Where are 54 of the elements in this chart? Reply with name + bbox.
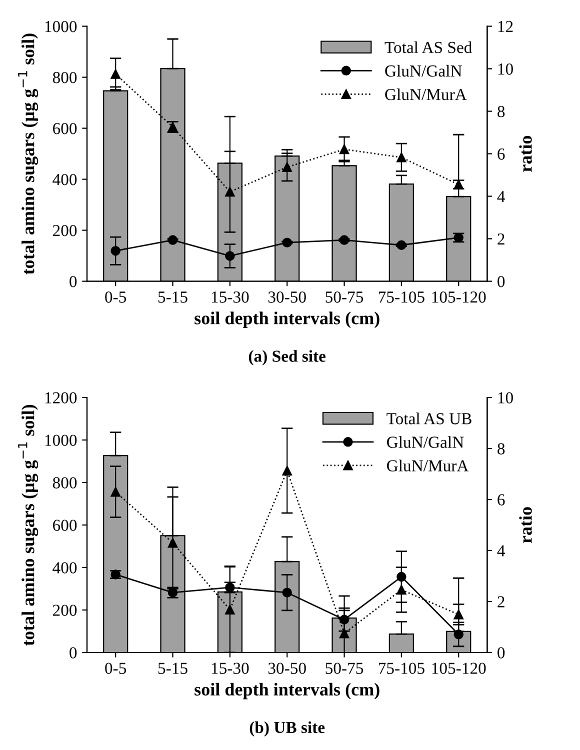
y2-tick-label: 12 — [498, 20, 513, 32]
y-tick-label: 200 — [53, 604, 77, 616]
y2-tick-label: 4 — [497, 545, 505, 556]
y2-tick-label: 0 — [498, 647, 505, 658]
x-tick-label: 0-5 — [105, 291, 126, 303]
legend-label: GluN/GalN — [385, 64, 462, 77]
y2-axis-title: ratio — [519, 136, 532, 172]
legend-label: GluN/MurA — [385, 88, 467, 100]
x-tick-label: 50-75 — [326, 662, 364, 674]
x-tick-label: 30-50 — [268, 662, 306, 674]
y2-tick-label: 10 — [498, 63, 513, 75]
x-tick-label: 30-50 — [268, 291, 306, 303]
y2-tick-label: 10 — [498, 392, 513, 404]
y-tick-label: 600 — [52, 122, 77, 134]
x-tick-label: 15-30 — [212, 662, 249, 674]
y-axis-title: total amino sugars (µg g$^{−1}$ soil) — [18, 404, 38, 646]
y-tick-label: 0 — [70, 647, 77, 658]
y2-tick-label: 6 — [498, 148, 505, 160]
y-tick-label: 800 — [52, 72, 77, 84]
y2-tick-label: 0 — [498, 276, 505, 288]
x-tick-label: 5-15 — [158, 662, 188, 674]
y2-tick-label: 6 — [498, 494, 505, 506]
y-tick-label: 0 — [70, 276, 77, 288]
x-tick-label: 0-5 — [105, 662, 126, 674]
y2-tick-label: 2 — [498, 596, 504, 608]
y-tick-label: 800 — [52, 477, 77, 488]
y-axis-title: total amino sugars (µg g$^{−1}$ soil) — [18, 34, 38, 274]
text: (a) Sed site — [248, 350, 326, 366]
legend-label: Total AS UB — [386, 412, 472, 424]
y-tick-label: 1200 — [45, 392, 77, 404]
y2-tick-label: 8 — [498, 106, 505, 118]
y-tick-label: 1000 — [45, 20, 77, 32]
x-tick-label: 105-120 — [432, 662, 486, 674]
y2-tick-label: 2 — [498, 233, 504, 245]
legend-label: Total AS Sed — [384, 41, 472, 54]
text: (b) UB site — [250, 721, 325, 736]
x-tick-label: 75-105 — [378, 662, 424, 674]
x-tick-label: 15-30 — [212, 291, 249, 303]
y-tick-label: 1000 — [45, 434, 77, 446]
y-tick-label: 200 — [53, 224, 77, 236]
x-tick-label: 50-75 — [326, 291, 364, 303]
y2-axis-title: ratio — [519, 507, 532, 544]
x-axis-title: soil depth intervals (cm) — [194, 312, 380, 328]
legend-label: GluN/GalN — [387, 436, 464, 448]
x-tick-label: 105-120 — [432, 291, 486, 303]
legend-label: GluN/MurA — [387, 460, 469, 472]
x-tick-label: 75-105 — [378, 291, 424, 303]
y-tick-label: 400 — [52, 174, 77, 186]
y-tick-label: 400 — [52, 562, 77, 574]
x-axis-title: soil depth intervals (cm) — [194, 682, 380, 700]
y2-tick-label: 4 — [497, 191, 505, 202]
y2-tick-label: 8 — [498, 443, 505, 454]
x-tick-label: 5-15 — [158, 292, 188, 303]
y-tick-label: 600 — [52, 520, 77, 531]
